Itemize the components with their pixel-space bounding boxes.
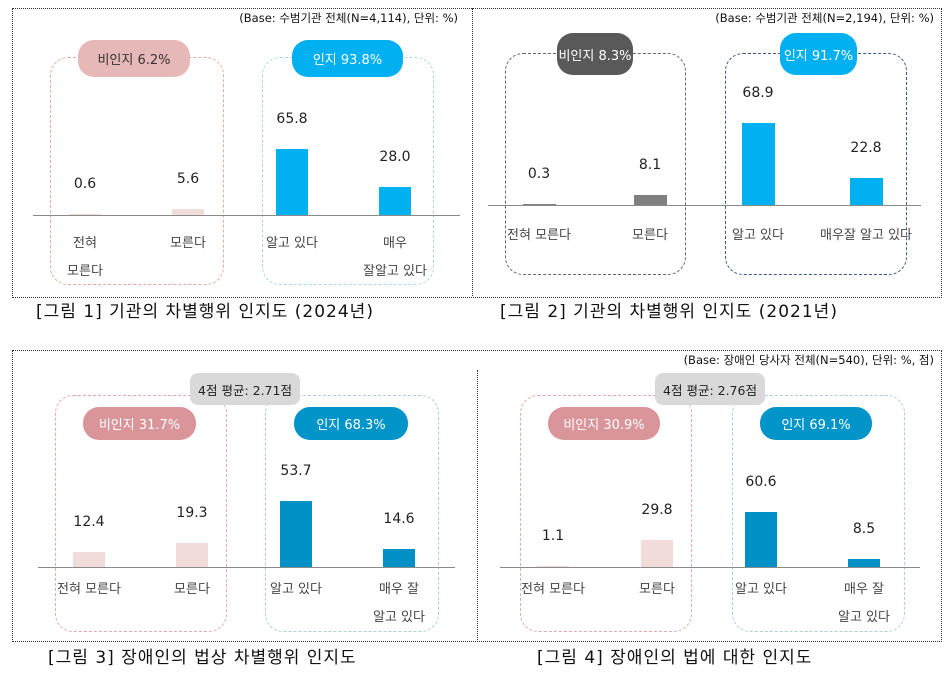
group-badge-unaware: 비인지 8.3% bbox=[557, 33, 633, 75]
category-label: 매우 잘 알고 있다 bbox=[838, 582, 890, 625]
value-label: 53.7 bbox=[280, 462, 312, 479]
top-frame bbox=[12, 8, 942, 298]
group-badge-unaware: 비인지 31.7% bbox=[83, 407, 196, 440]
category-label: 알고 있다 bbox=[270, 582, 322, 597]
category-label: 전혀 모른다 bbox=[521, 582, 585, 597]
group-box-unaware bbox=[520, 395, 692, 632]
bar-1 bbox=[172, 209, 204, 215]
x-axis bbox=[33, 215, 460, 216]
group-badge-aware: 인지 68.3% bbox=[294, 407, 408, 440]
category-label: 매우 잘 알고 있다 bbox=[373, 582, 425, 625]
value-label: 14.6 bbox=[383, 511, 415, 528]
bar-3 bbox=[379, 187, 411, 215]
group-box-unaware bbox=[55, 395, 227, 632]
value-label: 19.3 bbox=[176, 505, 208, 522]
x-axis bbox=[38, 567, 455, 568]
value-label: 65.8 bbox=[276, 111, 308, 128]
base-note-1: (Base: 수범기관 전체(N=4,114), 단위: %) bbox=[239, 11, 458, 25]
bar-1 bbox=[633, 195, 667, 205]
value-label: 22.8 bbox=[850, 139, 882, 156]
caption-4: [그림 4] 장애인의 법에 대한 인지도 bbox=[537, 648, 813, 668]
value-label: 8.1 bbox=[638, 157, 662, 174]
caption-1: [그림 1] 기관의 차별행위 인지도 (2024년) bbox=[36, 302, 374, 322]
bar-2 bbox=[280, 500, 312, 567]
value-label: 12.4 bbox=[73, 513, 105, 530]
group-badge-aware: 인지 93.8% bbox=[292, 40, 403, 77]
bar-3 bbox=[849, 177, 883, 205]
category-label: 알고 있다 bbox=[732, 228, 784, 243]
bottom-divider bbox=[477, 370, 478, 640]
x-axis bbox=[500, 567, 920, 568]
group-box-aware bbox=[732, 395, 905, 632]
bar-2 bbox=[741, 123, 775, 205]
category-label: 전혀 모른다 bbox=[67, 236, 103, 279]
average-score-badge: 4점 평균: 2.71점 bbox=[190, 373, 300, 405]
value-label: 60.6 bbox=[745, 474, 777, 491]
category-label: 매우잘 알고 있다 bbox=[820, 228, 912, 243]
bottom-frame bbox=[12, 350, 942, 642]
bar-0 bbox=[537, 566, 569, 567]
group-badge-aware: 인지 69.1% bbox=[760, 407, 872, 440]
value-label: 28.0 bbox=[379, 149, 411, 165]
value-label: 0.6 bbox=[73, 176, 97, 192]
value-label: 5.6 bbox=[176, 171, 200, 188]
top-divider bbox=[472, 8, 473, 296]
caption-3: [그림 3] 장애인의 법상 차별행위 인지도 bbox=[48, 648, 357, 668]
category-label: 모른다 bbox=[174, 582, 210, 597]
group-badge-aware: 인지 91.7% bbox=[780, 33, 857, 75]
value-label: 29.8 bbox=[641, 502, 673, 519]
bar-2 bbox=[745, 512, 777, 567]
value-label: 8.5 bbox=[852, 521, 876, 538]
bar-1 bbox=[641, 540, 673, 567]
group-box-aware bbox=[265, 395, 439, 632]
category-label: 모른다 bbox=[170, 236, 206, 251]
value-label: 68.9 bbox=[742, 85, 774, 101]
group-badge-unaware: 비인지 30.9% bbox=[548, 407, 660, 440]
value-label: 0.3 bbox=[527, 166, 551, 182]
bar-3 bbox=[848, 559, 880, 567]
category-label: 매우 잘알고 있다 bbox=[363, 236, 427, 279]
x-axis bbox=[488, 205, 921, 206]
bar-3 bbox=[383, 549, 415, 567]
category-label: 알고 있다 bbox=[266, 236, 318, 251]
bar-0 bbox=[69, 214, 101, 215]
group-badge-unaware: 비인지 6.2% bbox=[78, 40, 190, 77]
category-label: 모른다 bbox=[632, 228, 668, 243]
bar-0 bbox=[73, 551, 105, 567]
base-note-2: (Base: 수범기관 전체(N=2,194), 단위: %) bbox=[715, 11, 934, 25]
bar-1 bbox=[176, 543, 208, 567]
bar-2 bbox=[276, 149, 308, 215]
caption-2: [그림 2] 기관의 차별행위 인지도 (2021년) bbox=[500, 302, 838, 322]
category-label: 알고 있다 bbox=[735, 582, 787, 597]
category-label: 전혀 모른다 bbox=[507, 228, 571, 243]
average-score-badge: 4점 평균: 2.76점 bbox=[655, 373, 765, 405]
category-label: 모른다 bbox=[639, 582, 675, 597]
category-label: 전혀 모른다 bbox=[57, 582, 121, 597]
bar-0 bbox=[522, 204, 556, 205]
base-note-3: (Base: 장애인 당사자 전체(N=540), 단위: %, 점) bbox=[683, 353, 934, 367]
value-label: 1.1 bbox=[541, 528, 565, 544]
